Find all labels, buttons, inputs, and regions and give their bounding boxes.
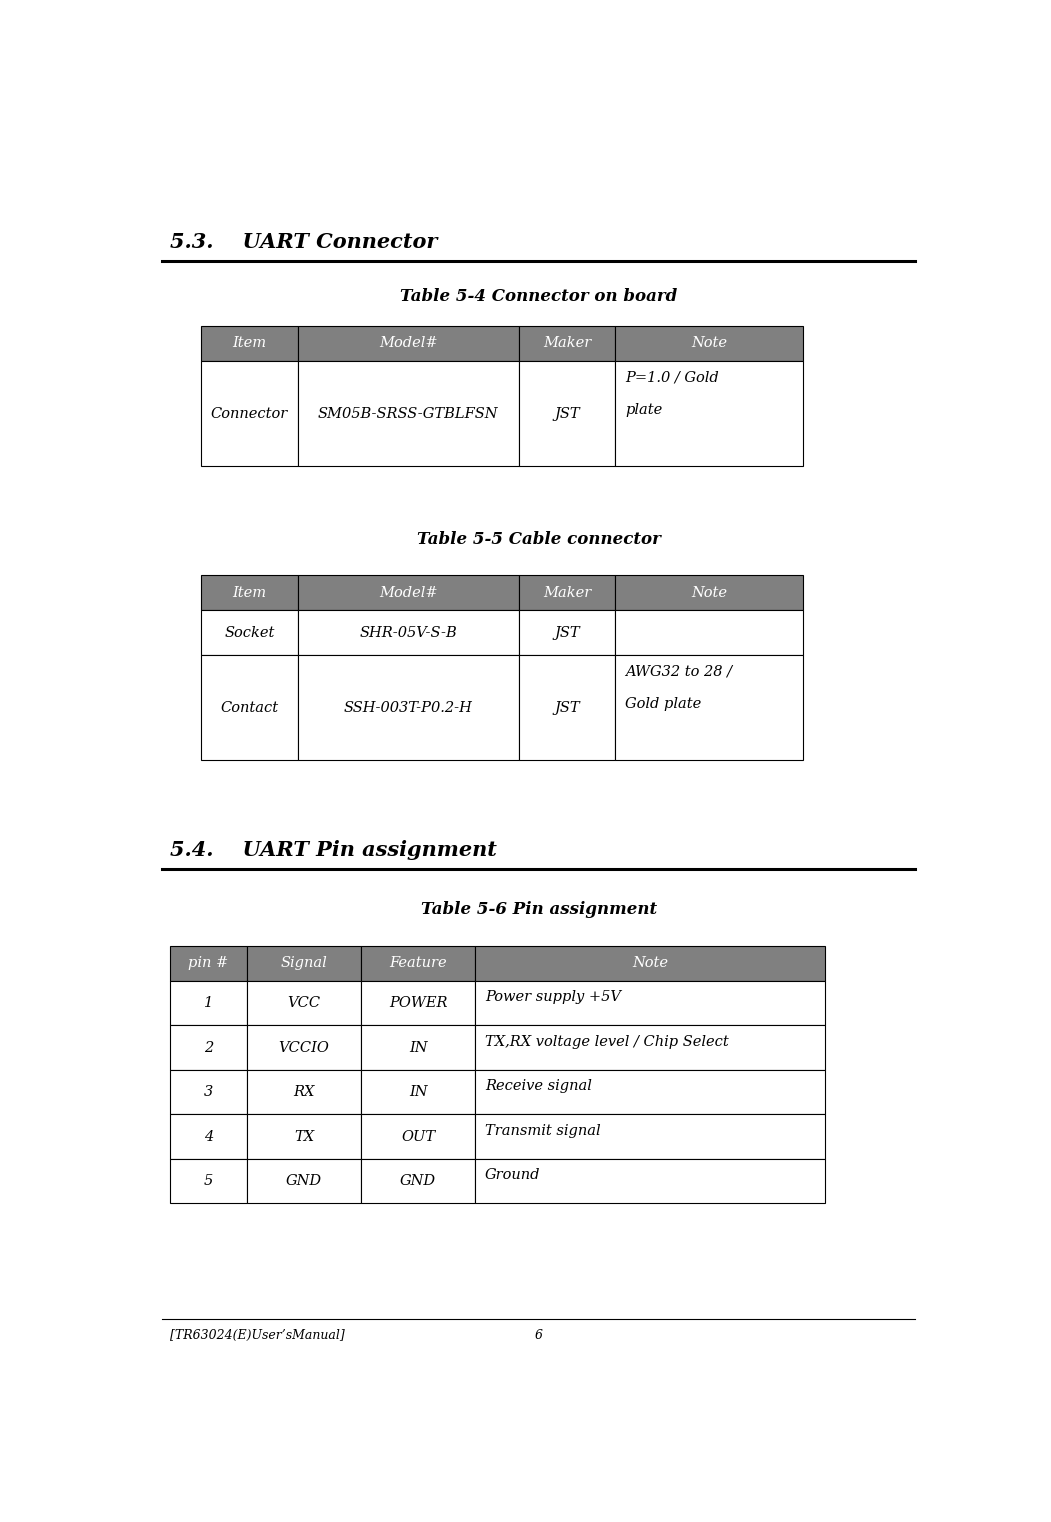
Bar — [362, 980, 475, 1026]
Text: 5.4.    UART Pin assignment: 5.4. UART Pin assignment — [170, 840, 497, 860]
Bar — [297, 361, 519, 466]
Bar — [247, 945, 362, 980]
Text: IN: IN — [409, 1041, 428, 1055]
Text: Feature: Feature — [389, 956, 447, 970]
Text: Model#: Model# — [379, 336, 437, 350]
Bar — [362, 1114, 475, 1158]
Bar — [475, 945, 825, 980]
Text: VCC: VCC — [288, 995, 321, 1011]
Text: P=1.0 / Gold

plate: P=1.0 / Gold plate — [625, 370, 719, 417]
Bar — [475, 1114, 825, 1158]
Bar — [519, 610, 615, 654]
Text: Note: Note — [691, 586, 727, 600]
Text: Table 5-4 Connector on board: Table 5-4 Connector on board — [400, 288, 677, 304]
Text: 6: 6 — [535, 1329, 542, 1342]
Text: SSH-003T-P0.2-H: SSH-003T-P0.2-H — [344, 700, 473, 715]
Bar — [519, 361, 615, 466]
Text: OUT: OUT — [401, 1129, 435, 1143]
Bar — [169, 1026, 247, 1070]
Text: Table 5-5 Cable connector: Table 5-5 Cable connector — [416, 531, 661, 548]
Bar — [247, 1070, 362, 1114]
Bar — [362, 1026, 475, 1070]
Text: Contact: Contact — [221, 700, 279, 715]
Text: Connector: Connector — [211, 406, 288, 420]
Bar — [615, 654, 803, 761]
Bar — [202, 326, 297, 361]
Bar — [519, 654, 615, 761]
Bar — [615, 575, 803, 610]
Text: [TR63024(E)User’sManual]: [TR63024(E)User’sManual] — [170, 1329, 345, 1342]
Bar — [169, 1158, 247, 1204]
Bar — [297, 575, 519, 610]
Text: Power supply +5V: Power supply +5V — [485, 991, 621, 1005]
Text: IN: IN — [409, 1085, 428, 1099]
Bar — [615, 610, 803, 654]
Text: Ground: Ground — [485, 1169, 540, 1183]
Bar — [247, 1114, 362, 1158]
Text: 5.3.    UART Connector: 5.3. UART Connector — [170, 231, 438, 251]
Bar — [202, 361, 297, 466]
Text: AWG32 to 28 /

Gold plate: AWG32 to 28 / Gold plate — [625, 664, 731, 711]
Text: Item: Item — [232, 586, 267, 600]
Bar — [475, 1070, 825, 1114]
Bar — [247, 1158, 362, 1204]
Bar — [362, 1070, 475, 1114]
Text: pin #: pin # — [188, 956, 228, 970]
Bar — [615, 326, 803, 361]
Text: GND: GND — [286, 1173, 322, 1189]
Bar — [169, 945, 247, 980]
Text: 4: 4 — [204, 1129, 213, 1143]
Bar — [475, 1158, 825, 1204]
Text: Maker: Maker — [543, 336, 592, 350]
Bar — [169, 980, 247, 1026]
Bar — [519, 575, 615, 610]
Bar — [475, 980, 825, 1026]
Text: Item: Item — [232, 336, 267, 350]
Bar — [247, 980, 362, 1026]
Bar — [615, 361, 803, 466]
Text: Maker: Maker — [543, 586, 592, 600]
Text: Table 5-6 Pin assignment: Table 5-6 Pin assignment — [420, 901, 657, 918]
Bar — [247, 1026, 362, 1070]
Text: Model#: Model# — [379, 586, 437, 600]
Text: 2: 2 — [204, 1041, 213, 1055]
Text: TX,RX voltage level / Chip Select: TX,RX voltage level / Chip Select — [485, 1035, 728, 1049]
Bar — [297, 654, 519, 761]
Bar — [362, 1158, 475, 1204]
Text: JST: JST — [554, 700, 580, 715]
Text: RX: RX — [293, 1085, 314, 1099]
Text: Transmit signal: Transmit signal — [485, 1123, 600, 1138]
Text: SM05B-SRSS-GTBLFSN: SM05B-SRSS-GTBLFSN — [318, 406, 498, 420]
Bar — [169, 1114, 247, 1158]
Bar — [475, 1026, 825, 1070]
Bar — [297, 326, 519, 361]
Text: GND: GND — [400, 1173, 436, 1189]
Bar — [202, 575, 297, 610]
Bar — [202, 654, 297, 761]
Bar — [297, 610, 519, 654]
Text: 3: 3 — [204, 1085, 213, 1099]
Text: JST: JST — [554, 406, 580, 420]
Text: POWER: POWER — [389, 995, 448, 1011]
Text: 5: 5 — [204, 1173, 213, 1189]
Text: Socket: Socket — [224, 626, 274, 639]
Text: 1: 1 — [204, 995, 213, 1011]
Text: SHR-05V-S-B: SHR-05V-S-B — [359, 626, 457, 639]
Bar — [169, 1070, 247, 1114]
Text: VCCIO: VCCIO — [279, 1041, 330, 1055]
Text: JST: JST — [554, 626, 580, 639]
Text: Signal: Signal — [281, 956, 328, 970]
Bar — [202, 610, 297, 654]
Text: Note: Note — [691, 336, 727, 350]
Text: Note: Note — [633, 956, 668, 970]
Text: Receive signal: Receive signal — [485, 1079, 592, 1093]
Bar — [519, 326, 615, 361]
Text: TX: TX — [294, 1129, 314, 1143]
Bar — [362, 945, 475, 980]
